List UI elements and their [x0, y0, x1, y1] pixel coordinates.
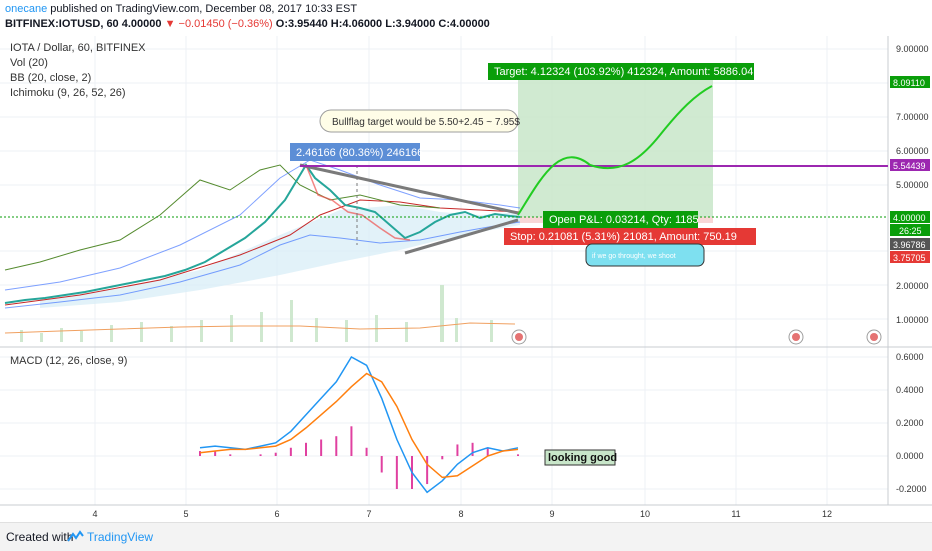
chart-header: onecane published on TradingView.com, De…	[0, 0, 932, 34]
volume-ma	[4, 322, 516, 334]
footer-bar: Created with TradingView	[0, 522, 932, 551]
event-flag-icon[interactable]	[866, 329, 882, 345]
macd-tick: 0.6000	[896, 352, 924, 362]
open-pl-label[interactable]: Open P&L: 0.03214, Qty: 1185	[543, 211, 699, 228]
time-tick: 11	[731, 509, 740, 519]
event-flag-icon[interactable]	[511, 329, 527, 345]
open-pl-text: Open P&L: 0.03214, Qty: 1185	[549, 214, 699, 226]
tradingview-logo-icon[interactable]	[66, 530, 84, 544]
measure-label[interactable]: 2.46166 (80.36%) 246166	[290, 143, 423, 161]
triangle-lower-line[interactable]	[404, 218, 519, 255]
macd-tick: 0.0000	[896, 451, 924, 461]
triangle-upper-line[interactable]	[299, 163, 519, 215]
author-link[interactable]: onecane	[5, 3, 48, 15]
price-marker-resistance: 5.54439	[893, 161, 926, 171]
time-tick: 5	[183, 509, 188, 519]
price-marker-stop: 3.75705	[893, 253, 926, 263]
looking-good-text: looking good	[548, 452, 617, 464]
stop-label-text: Stop: 0.21081 (5.31%) 21081, Amount: 750…	[510, 231, 737, 243]
symbol-info: BITFINEX:IOTUSD, 60 4.00000	[5, 18, 162, 30]
legend-volume[interactable]: Vol (20)	[10, 57, 48, 69]
target-label-text: Target: 4.12324 (103.92%) 412324, Amount…	[494, 66, 753, 78]
change-arrow-icon: ▼	[164, 18, 176, 30]
price-series[interactable]	[4, 163, 521, 304]
ichimoku-base	[4, 199, 521, 306]
macd-line[interactable]	[199, 355, 519, 494]
tradingview-link[interactable]: TradingView	[87, 530, 154, 544]
note-bubble[interactable]: if we go throught, we shoot	[585, 243, 705, 267]
note-bubble-text: if we go throught, we shoot	[592, 253, 676, 260]
legend-macd[interactable]: MACD (12, 26, close, 9)	[10, 355, 127, 367]
time-tick: 7	[366, 509, 371, 519]
macd-axis[interactable]: 0.6000 0.4000 0.2000 0.0000 -0.2000	[896, 352, 927, 494]
macd-tick: -0.2000	[896, 484, 927, 494]
time-tick: 6	[274, 509, 279, 519]
time-tick: 12	[822, 509, 832, 519]
grid	[0, 36, 888, 505]
price-series-down	[305, 164, 411, 241]
bb-lower	[4, 221, 521, 309]
time-tick: 8	[458, 509, 463, 519]
legend-ichimoku[interactable]: Ichimoku (9, 26, 52, 26)	[10, 87, 126, 99]
looking-good-label[interactable]: looking good	[544, 449, 617, 466]
price-tick: 5.00000	[896, 180, 929, 190]
stop-label[interactable]: Stop: 0.21081 (5.31%) 21081, Amount: 750…	[504, 228, 756, 245]
ohlc-values: O:3.95440 H:4.06000 L:3.94000 C:4.00000	[275, 18, 490, 30]
target-zone[interactable]	[518, 79, 713, 217]
price-tick: 1.00000	[896, 315, 929, 325]
legend-bb[interactable]: BB (20, close, 2)	[10, 72, 91, 84]
ichimoku-lagging	[4, 164, 441, 271]
target-label[interactable]: Target: 4.12324 (103.92%) 412324, Amount…	[488, 63, 754, 80]
price-tick: 7.00000	[896, 112, 929, 122]
event-flag-icon[interactable]	[788, 329, 804, 345]
time-tick: 4	[92, 509, 97, 519]
price-tick: 6.00000	[896, 146, 929, 156]
macd-tick: 0.2000	[896, 418, 924, 428]
price-tick: 2.00000	[896, 281, 929, 291]
macd-histogram	[199, 426, 519, 489]
legend-symbol[interactable]: IOTA / Dollar, 60, BITFINEX	[10, 42, 146, 54]
price-tick: 9.00000	[896, 44, 929, 54]
signal-line[interactable]	[199, 372, 519, 479]
publish-line: onecane published on TradingView.com, De…	[5, 3, 357, 15]
price-marker-countdown: 26:25	[899, 226, 922, 236]
price-markers: 8.09110 5.54439 4.00000 26:25 3.96786 3.…	[890, 76, 930, 263]
measure-label-text: 2.46166 (80.36%) 246166	[296, 147, 423, 159]
time-tick: 9	[549, 509, 554, 519]
price-marker-bid: 3.96786	[893, 240, 926, 250]
time-tick: 10	[640, 509, 650, 519]
price-axis[interactable]: 9.00000 7.00000 6.00000 5.00000 2.00000 …	[896, 44, 929, 325]
time-axis[interactable]: 4 5 6 7 8 9 10 11 12	[92, 509, 832, 519]
ichimoku-cloud	[40, 205, 520, 308]
price-marker-target: 8.09110	[893, 78, 925, 88]
projection-curve[interactable]	[517, 85, 713, 216]
chart-canvas[interactable]: Bullflag target would be 5.50+2.45 ~ 7.9…	[0, 34, 932, 522]
volume-bars	[20, 285, 493, 342]
created-with-label: Created with	[6, 530, 74, 544]
bullflag-bubble[interactable]: Bullflag target would be 5.50+2.45 ~ 7.9…	[319, 109, 520, 133]
published-text: published on TradingView.com, December 0…	[50, 3, 358, 15]
price-marker-last: 4.00000	[893, 213, 926, 223]
change-value: −0.01450 (−0.36%)	[178, 18, 273, 30]
macd-tick: 0.4000	[896, 385, 924, 395]
symbol-line: BITFINEX:IOTUSD, 60 4.00000 ▼ −0.01450 (…	[5, 18, 490, 30]
bullflag-bubble-text: Bullflag target would be 5.50+2.45 ~ 7.9…	[332, 117, 520, 128]
